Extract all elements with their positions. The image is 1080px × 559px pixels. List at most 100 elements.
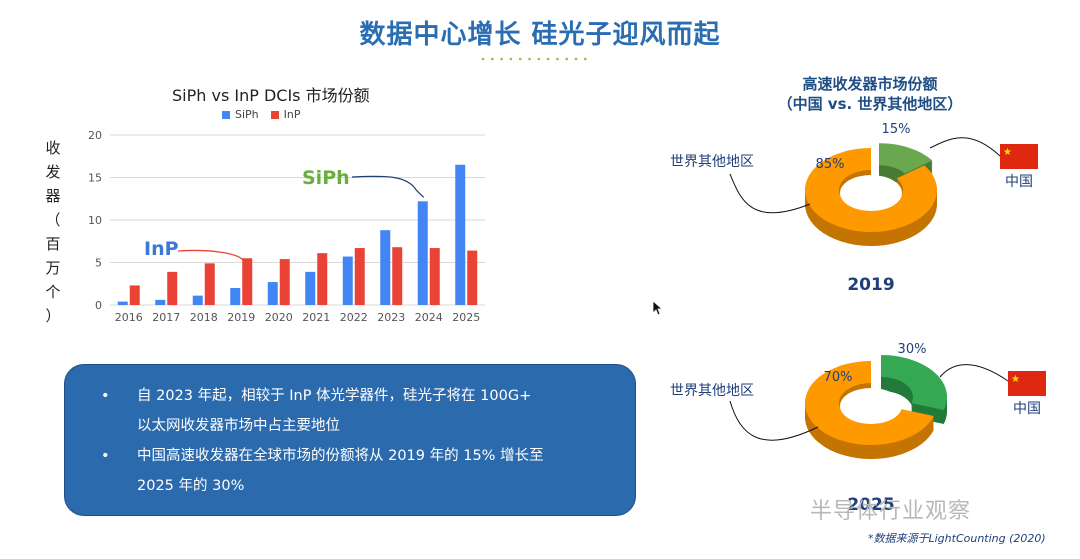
info-line-2: 以太网收发器市场中占主要地位 [137, 418, 340, 434]
ylabel-char: 收 [45, 139, 61, 157]
china-pct-label: 30% [898, 342, 927, 357]
bar-inp [317, 253, 328, 305]
donut-year-label: 2025 [847, 495, 894, 515]
bar-siph [380, 230, 391, 305]
donut-slice-rest [805, 148, 937, 232]
bar-inp [167, 271, 178, 305]
info-line-3: 中国高速收发器在全球市场的份额将从 2019 年的 15% 增长至 [137, 448, 544, 464]
bar-inp [392, 247, 403, 305]
bar-siph [267, 282, 278, 305]
bar-siph [117, 301, 128, 305]
bar-inp [429, 248, 440, 305]
x-tick-label: 2019 [227, 311, 255, 324]
rest-pct-label: 85% [816, 157, 845, 172]
info-box: • 自 2023 年起，相较于 InP 体光学器件，硅光子将在 100G+ 以太… [64, 364, 636, 516]
ylabel-char: ） [45, 307, 61, 325]
ylabel-char: 百 [45, 235, 61, 253]
donut-title-line-1: 高速收发器市场份额 [802, 75, 938, 93]
bar-chart-ylabel: 收发器 （ 百万个 ） [40, 136, 66, 328]
flag-star-icon: ★ [1003, 147, 1012, 158]
x-tick-label: 2018 [190, 311, 218, 324]
legend-label: SiPh [235, 108, 259, 121]
donut-year-label: 2019 [847, 275, 894, 295]
ylabel-char: 发 [45, 163, 61, 181]
divider-dot [528, 57, 531, 61]
title-divider-dots [481, 57, 587, 61]
y-tick-label: 15 [88, 172, 102, 185]
bar-inp [279, 259, 290, 305]
source-note: *数据来源于LightCounting (2020) [868, 532, 1046, 545]
donut-slice-china [881, 355, 947, 410]
bar-chart-title: SiPh vs InP DCIs 市场份额 [172, 86, 370, 105]
x-tick-label: 2017 [152, 311, 180, 324]
watermark: 半导体行业观察 [810, 499, 972, 524]
donut-slice-china [879, 143, 933, 174]
donut-hole [840, 175, 902, 211]
bullet-mark: • [101, 448, 110, 464]
y-tick-label: 0 [95, 299, 102, 312]
bar-inp [467, 250, 478, 305]
x-tick-label: 2016 [115, 311, 143, 324]
donut-hole [840, 388, 902, 424]
divider-dot [537, 57, 541, 61]
donut-chart-2025: 30% 70% 世界其他地区 ★ 中国 2025 [670, 342, 1046, 515]
ylabel-char: 器 [45, 187, 61, 205]
ylabel-char: （ [45, 211, 61, 229]
bar-siph [230, 288, 241, 305]
x-tick-label: 2020 [265, 311, 293, 324]
bar-inp [242, 258, 253, 305]
bar-siph [155, 299, 166, 305]
divider-dot [584, 57, 587, 61]
rest-leader-line [729, 173, 811, 214]
divider-dot [491, 57, 494, 61]
bar-inp [354, 248, 365, 305]
rest-leader-line [729, 400, 819, 441]
rest-region-label: 世界其他地区 [670, 154, 754, 170]
ylabel-char: 万 [45, 259, 61, 277]
x-tick-label: 2023 [377, 311, 405, 324]
legend-label: InP [283, 108, 301, 121]
donut-title-line-2: （中国 vs. 世界其他地区） [777, 95, 963, 113]
y-tick-label: 5 [95, 257, 102, 270]
divider-dot [574, 57, 578, 61]
bar-siph [192, 295, 203, 305]
divider-dot [556, 57, 559, 61]
flag-star-icon: ★ [1011, 374, 1020, 385]
bar-siph [305, 271, 316, 305]
divider-dot [481, 57, 485, 61]
china-flag-icon [1008, 371, 1046, 396]
donut-slice-rest [805, 361, 934, 445]
info-bullet-2: • 中国高速收发器在全球市场的份额将从 2019 年的 15% 增长至 2025… [101, 441, 611, 501]
legend-item: SiPh [222, 108, 259, 121]
china-region-label: 中国 [1005, 174, 1033, 190]
donut-chart-2019: 15% 85% 世界其他地区 ★ 中国 2019 [670, 122, 1038, 295]
bar-inp [129, 285, 140, 305]
inp-annotation-line [177, 249, 247, 273]
bar-siph [342, 256, 353, 305]
rest-region-label: 世界其他地区 [670, 383, 754, 399]
legend-swatch [222, 111, 230, 119]
page-title: 数据中心增长 硅光子迎风而起 [359, 20, 721, 50]
china-region-label: 中国 [1013, 401, 1041, 417]
donut-chart-title: 高速收发器市场份额 （中国 vs. 世界其他地区） [730, 74, 1010, 114]
mouse-cursor-icon [652, 300, 662, 316]
china-leader-line [929, 137, 1001, 157]
y-tick-label: 20 [88, 129, 102, 142]
divider-dot [500, 57, 503, 61]
info-line-4: 2025 年的 30% [137, 478, 245, 494]
info-bullet-1: • 自 2023 年起，相较于 InP 体光学器件，硅光子将在 100G+ 以太… [101, 381, 611, 441]
info-line-1: 自 2023 年起，相较于 InP 体光学器件，硅光子将在 100G+ [137, 388, 532, 404]
divider-dot [546, 57, 550, 61]
siph-annotation-line [351, 175, 425, 198]
china-pct-label: 15% [882, 122, 911, 137]
x-tick-label: 2022 [340, 311, 368, 324]
bar-inp [204, 263, 215, 305]
bar-siph [455, 164, 466, 305]
x-tick-label: 2021 [302, 311, 330, 324]
divider-dot [509, 57, 513, 61]
divider-dot [565, 57, 568, 61]
bar-chart: 0 5 10 15 20 2016 2017 2018 2019 2020 2021 2022 2023… [88, 129, 485, 324]
bullet-mark: • [101, 388, 110, 404]
rest-pct-label: 70% [824, 370, 853, 385]
legend-item: InP [270, 108, 301, 121]
